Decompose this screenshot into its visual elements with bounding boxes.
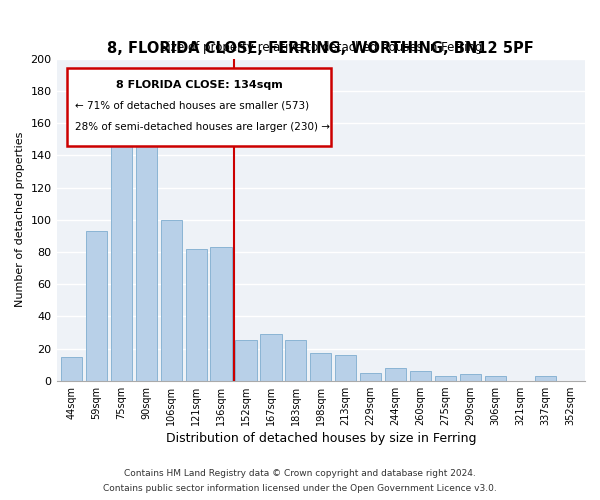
FancyBboxPatch shape xyxy=(67,68,331,146)
Text: ← 71% of detached houses are smaller (573): ← 71% of detached houses are smaller (57… xyxy=(75,100,309,110)
Text: Contains HM Land Registry data © Crown copyright and database right 2024.: Contains HM Land Registry data © Crown c… xyxy=(124,469,476,478)
Bar xyxy=(485,376,506,380)
Bar xyxy=(435,376,456,380)
Bar xyxy=(185,248,207,380)
Bar xyxy=(235,340,257,380)
Bar xyxy=(460,374,481,380)
Bar xyxy=(335,355,356,380)
Bar xyxy=(111,130,132,380)
Bar xyxy=(410,371,431,380)
Text: Contains public sector information licensed under the Open Government Licence v3: Contains public sector information licen… xyxy=(103,484,497,493)
Text: Size of property relative to detached houses in Ferring: Size of property relative to detached ho… xyxy=(160,41,482,54)
Bar xyxy=(310,354,331,380)
Text: 28% of semi-detached houses are larger (230) →: 28% of semi-detached houses are larger (… xyxy=(75,122,330,132)
Bar xyxy=(285,340,307,380)
Bar xyxy=(136,138,157,380)
Bar xyxy=(86,231,107,380)
Bar xyxy=(61,356,82,380)
Bar xyxy=(535,376,556,380)
Bar xyxy=(385,368,406,380)
Bar xyxy=(360,372,381,380)
Text: 8 FLORIDA CLOSE: 134sqm: 8 FLORIDA CLOSE: 134sqm xyxy=(116,80,283,90)
X-axis label: Distribution of detached houses by size in Ferring: Distribution of detached houses by size … xyxy=(166,432,476,445)
Bar xyxy=(161,220,182,380)
Bar xyxy=(211,247,232,380)
Bar xyxy=(260,334,281,380)
Y-axis label: Number of detached properties: Number of detached properties xyxy=(15,132,25,308)
Title: 8, FLORIDA CLOSE, FERRING, WORTHING, BN12 5PF: 8, FLORIDA CLOSE, FERRING, WORTHING, BN1… xyxy=(107,41,534,56)
